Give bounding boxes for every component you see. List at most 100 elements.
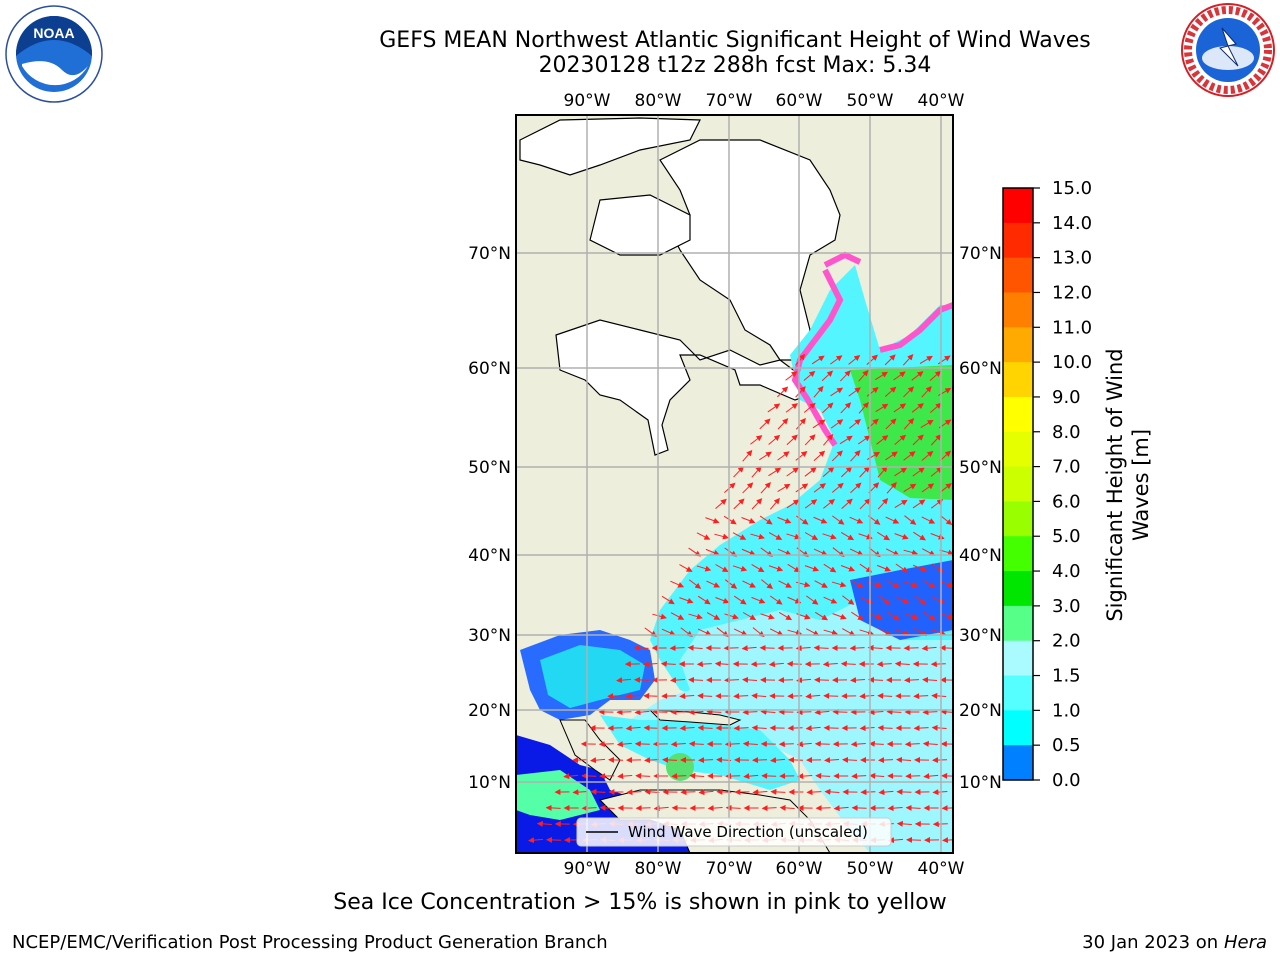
wind-wave-arrow [813,385,824,398]
wind-wave-arrow [866,386,879,397]
colorbar-tick-label: 15.0 [1052,178,1092,199]
wind-wave-arrow [785,371,798,381]
wind-wave-arrow [813,548,828,556]
wind-wave-arrow [759,515,773,525]
wind-wave-arrow [878,789,894,796]
wind-wave-arrow [769,595,783,605]
wind-wave-arrow [931,629,946,636]
wind-wave-arrow [733,595,747,605]
lon-label-top: 60°W [776,91,823,111]
wind-wave-arrow [770,757,786,764]
wind-wave-arrow [832,515,845,525]
lat-labels-right: 10°N 20°N 30°N 40°N 50°N 60°N 70°N [959,244,1002,793]
wind-wave-arrow [815,772,831,779]
wind-wave-arrow [732,565,748,572]
wind-wave-arrow [920,419,934,429]
wind-wave-arrow [705,548,720,556]
colorbar-tick-label: 6.0 [1052,491,1081,512]
wind-wave-arrow [848,387,861,397]
wind-wave-arrow [696,565,712,572]
map-body [516,115,953,853]
wind-wave-arrow [751,692,767,699]
wind-wave-arrow [923,773,939,780]
lon-label-top: 50°W [847,91,894,111]
legend-label: Wind Wave Direction (unscaled) [628,823,868,841]
ice-edge-greenland [879,302,953,353]
wind-wave-arrow [616,741,632,748]
colorbar-tick-label: 7.0 [1052,457,1081,478]
wind-wave-arrow [733,466,744,478]
wind-wave-arrow [768,661,784,668]
colorbar-tick-label: 1.0 [1052,700,1081,721]
colorbar-tick-label: 12.0 [1052,282,1092,303]
wind-wave-arrow [885,418,897,430]
wind-wave-arrow [653,805,669,812]
map-frame [515,114,954,854]
wind-wave-arrow [742,449,753,462]
wind-wave-arrow [830,355,843,365]
wind-wave-arrow [929,402,942,413]
lat-label-left: 50°N [468,458,511,478]
wind-wave-arrow [688,740,704,747]
wind-wave-arrow [795,515,809,525]
colorbar-segment [1003,466,1033,502]
wind-wave-arrow [797,773,813,780]
wind-wave-arrow [715,498,727,509]
wind-wave-arrow [822,661,838,668]
wind-wave-arrow [805,725,821,732]
wind-wave-arrow [931,692,947,699]
wind-wave-arrow [768,565,784,572]
wind-wave-arrow [563,773,579,780]
wind-wave-arrow [886,708,902,715]
wind-wave-arrow [742,709,758,716]
lon-label-bottom: 70°W [706,859,753,879]
wind-wave-arrow [768,434,781,445]
wind-wave-arrow [885,516,900,524]
lat-label-right: 70°N [959,244,1002,264]
wind-wave-arrow [714,660,730,667]
wind-wave-arrow [821,370,834,382]
wind-wave-arrow [896,756,912,763]
wind-wave-arrow [902,354,914,366]
wind-wave-arrow [768,532,783,540]
wind-wave-arrow [652,613,667,620]
wind-wave-arrow [688,709,704,716]
wind-wave-arrow [894,660,910,667]
wind-wave-arrow [633,644,649,651]
lon-label-bottom: 90°W [564,859,611,879]
wind-wave-arrow [869,772,885,779]
wind-wave-arrow [742,482,754,494]
lon-labels-top: 90°W 80°W 70°W 60°W 50°W 40°W [564,91,965,111]
wind-wave-arrow [671,773,687,780]
wind-wave-arrow [848,354,861,365]
wind-wave-arrow [840,660,856,667]
colorbar-tick-label: 13.0 [1052,248,1092,269]
wind-wave-arrow [868,613,883,620]
wind-wave-arrow [617,773,633,780]
wind-wave-arrow [858,369,869,382]
wind-wave-arrow [706,580,721,588]
wind-wave-arrow [857,435,871,445]
wind-wave-arrow [866,451,881,461]
wind-wave-arrow [803,402,816,413]
lat-label-right: 30°N [959,626,1002,646]
colorbar-label-line-1: Significant Height of Wind [1103,348,1127,622]
wind-wave-arrow [921,483,935,493]
wind-wave-arrow [760,708,776,715]
wind-wave-arrow [814,709,830,716]
wind-wave-arrow [839,370,851,382]
wind-wave-arrow [903,549,919,556]
wind-wave-arrow [884,354,896,366]
arctic-islands [519,117,701,176]
wind-wave-arrow [851,773,867,780]
wind-wave-arrow [786,533,801,540]
title-line-2: 20230128 t12z 288h fcst Max: 5.34 [538,53,932,78]
wind-wave-arrow [876,564,892,572]
colorbar-tick-label: 0.0 [1052,770,1081,791]
wind-wave-arrow [822,533,837,540]
wind-wave-arrow [894,434,907,445]
wind-wave-arrow [859,629,875,636]
wind-wave-arrow [887,611,900,621]
wind-wave-arrow [922,676,938,683]
wind-wave-arrow [875,403,889,413]
